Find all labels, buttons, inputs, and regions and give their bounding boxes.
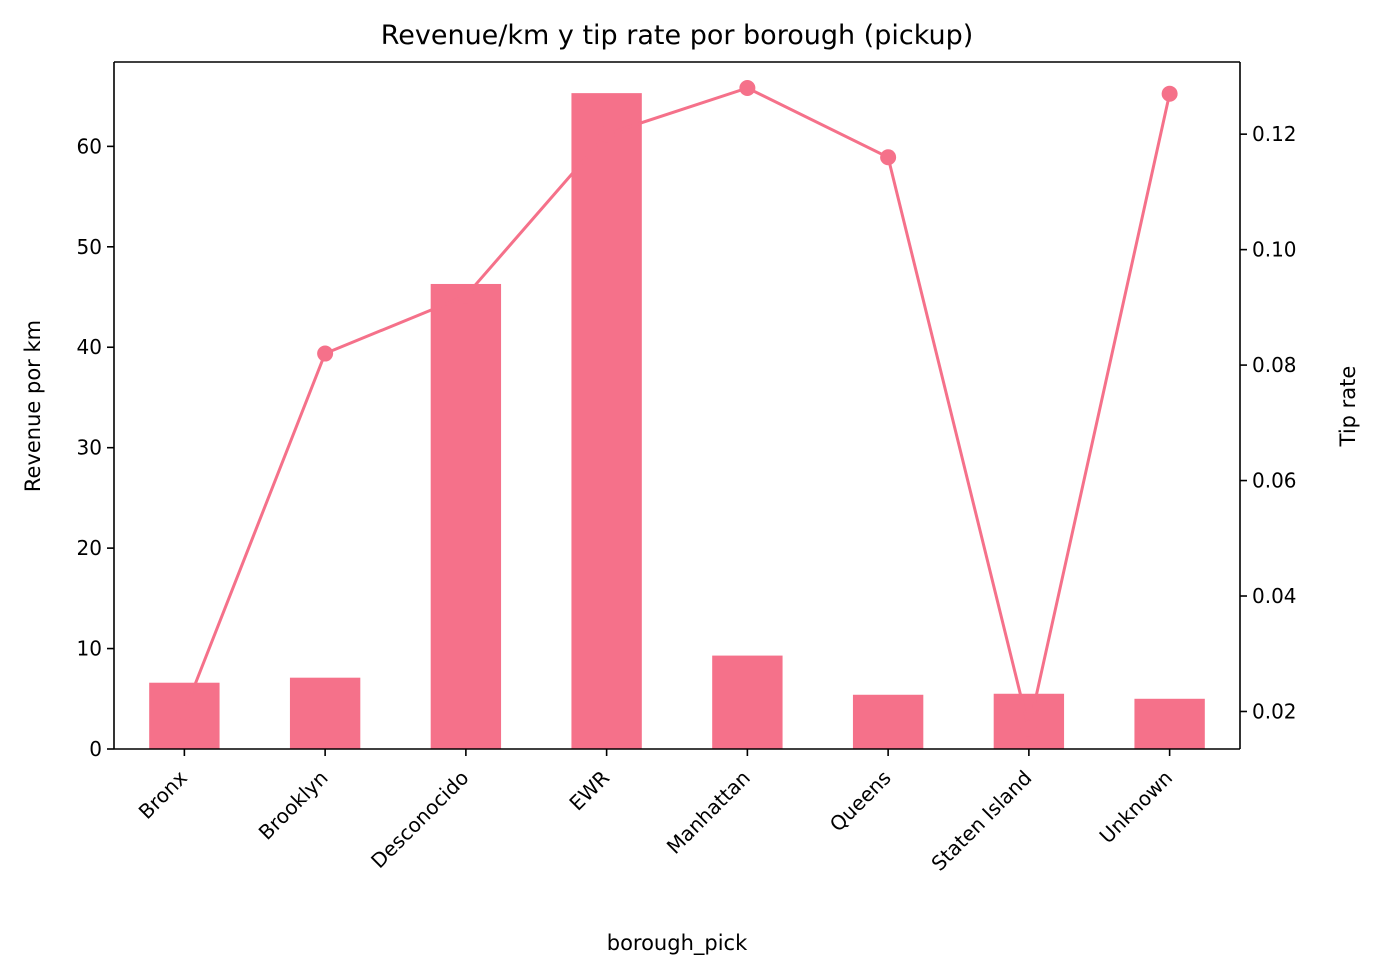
- y-tick-label: 0: [89, 737, 102, 761]
- tip-rate-line-layer: [176, 79, 1178, 737]
- y2-tick-label: 0.10: [1252, 238, 1297, 262]
- chart-title: Revenue/km y tip rate por borough (picku…: [381, 20, 974, 51]
- y2-axis-title: Tip rate: [1336, 366, 1360, 448]
- y-tick-label: 40: [77, 335, 102, 359]
- bar: [712, 655, 783, 749]
- tip-rate-point: [739, 79, 756, 96]
- tip-rate-point: [317, 345, 334, 362]
- y-tick-label: 10: [77, 637, 102, 661]
- bars-layer: [149, 93, 1205, 749]
- y-tick-label: 60: [77, 134, 102, 158]
- bar: [289, 677, 361, 749]
- y-tick-label: 30: [77, 436, 102, 460]
- tip-rate-point: [176, 703, 193, 720]
- y2-tick-label: 0.12: [1252, 122, 1297, 146]
- tip-rate-point: [1161, 85, 1178, 102]
- tip-rate-point: [880, 149, 897, 166]
- tip-rate-line: [183, 86, 1172, 730]
- x-axis-title: borough_pick: [607, 931, 748, 956]
- tip-rate-point: [1020, 720, 1037, 737]
- y2-tick-label: 0.08: [1252, 353, 1297, 377]
- bar: [430, 283, 502, 749]
- tip-rate-point: [457, 287, 474, 304]
- y-axis-title: Revenue por km: [21, 320, 45, 492]
- bar: [1134, 698, 1205, 749]
- tip-rate-point: [598, 126, 615, 143]
- y-tick-label: 50: [77, 235, 102, 259]
- y2-tick-label: 0.06: [1252, 469, 1297, 493]
- bar: [852, 694, 924, 749]
- y2-tick-label: 0.04: [1252, 584, 1297, 608]
- bar: [571, 93, 642, 749]
- y-tick-label: 20: [77, 536, 102, 560]
- y2-tick-label: 0.02: [1252, 699, 1297, 723]
